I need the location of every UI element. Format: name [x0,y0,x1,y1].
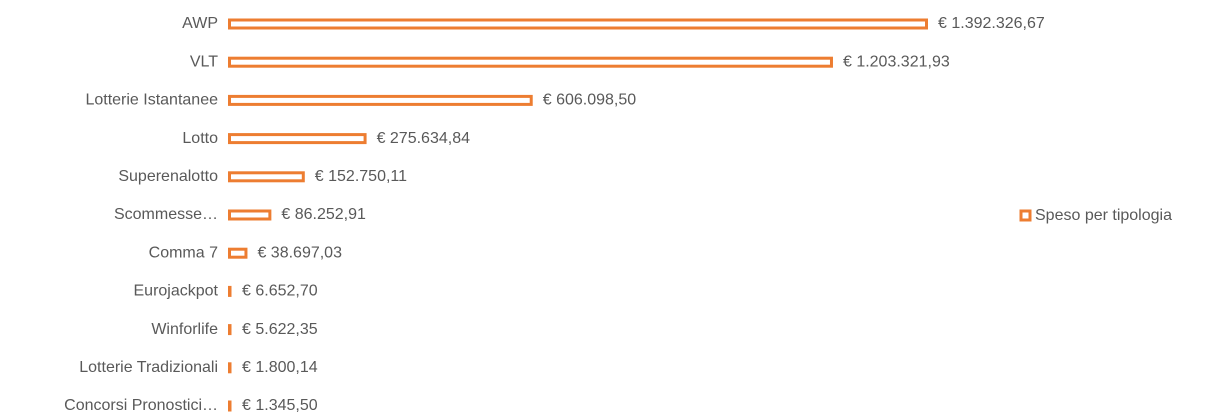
bar [228,56,833,68]
value-label: € 1.203.321,93 [843,53,950,70]
category-label: Lotto [182,130,218,147]
bar [228,285,232,297]
bar [228,362,232,374]
bar [228,209,272,221]
value-label: € 1.392.326,67 [938,15,1045,32]
value-label: € 1.800,14 [242,359,318,376]
bar [228,400,232,412]
value-label: € 1.345,50 [242,397,318,414]
bar [228,247,248,259]
category-label: AWP [182,15,218,32]
value-label: € 86.252,91 [281,206,366,223]
category-label: Superenalotto [118,168,218,185]
bar [228,133,367,145]
category-label: Winforlife [151,321,218,338]
category-label: VLT [190,53,218,70]
value-label: € 275.634,84 [377,130,471,147]
value-label: € 5.622,35 [242,321,318,338]
bar [228,171,305,183]
value-label: € 152.750,11 [315,168,407,185]
category-label: Lotterie Istantanee [85,92,218,109]
category-label: Concorsi Pronostici… [64,397,218,414]
bar [228,18,928,30]
legend-swatch [1019,209,1032,222]
value-label: € 38.697,03 [257,244,342,261]
value-label: € 606.098,50 [543,92,637,109]
category-label: Eurojackpot [134,283,219,300]
category-label: Comma 7 [149,244,218,261]
category-label: Lotterie Tradizionali [79,359,218,376]
legend-label: Speso per tipologia [1035,207,1172,224]
value-label: € 6.652,70 [242,283,318,300]
bar [228,94,533,106]
bar [228,324,232,336]
category-label: Scommesse… [114,206,218,223]
